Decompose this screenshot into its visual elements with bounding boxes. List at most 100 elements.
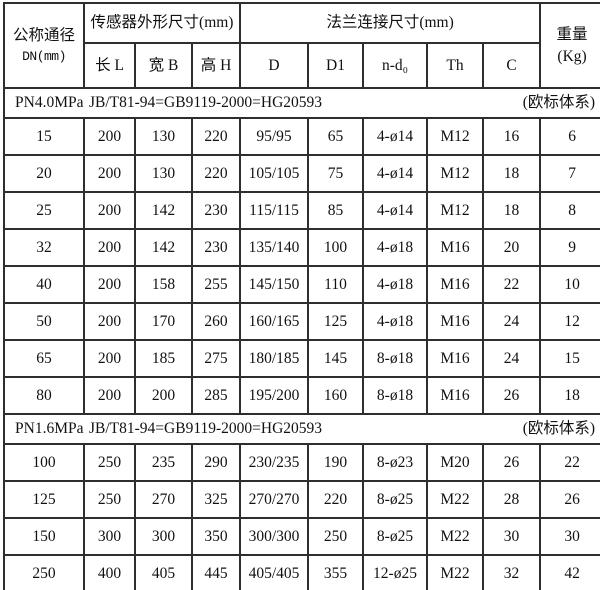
cell: 28 (481, 480, 542, 519)
cell: M20 (426, 443, 484, 482)
cell: 8-ø18 (362, 376, 428, 415)
cell: 260 (191, 302, 241, 341)
cell: 100 (307, 228, 364, 267)
cell: 275 (191, 339, 241, 378)
cell: M12 (426, 154, 484, 193)
section-row: PN4.0MPa JB/T81-94=GB9119-2000=HG20593 (欧标… (2, 87, 600, 119)
cell: 270 (134, 480, 193, 519)
cell: 135/140 (239, 228, 309, 267)
cell: 32 (481, 554, 542, 590)
header-col-width: 宽 B (134, 42, 193, 89)
header-col-d1: D1 (307, 42, 364, 89)
header-col-length: 长 L (83, 42, 136, 89)
cell: 445 (191, 554, 241, 590)
cell: 290 (191, 443, 241, 482)
cell: 30 (539, 517, 600, 556)
cell: 18 (481, 154, 542, 193)
cell: 6 (539, 117, 600, 156)
cell: 20 (3, 154, 85, 193)
cell: 125 (307, 302, 364, 341)
cell: 8-ø23 (362, 443, 428, 482)
cell: M16 (426, 265, 484, 304)
section-note: (欧标体系) (522, 420, 596, 438)
cell: 230/235 (239, 443, 309, 482)
header-dn-cell: 公称通径 DN(mm) (3, 2, 85, 89)
cell: 105/105 (239, 154, 309, 193)
cell: 350 (191, 517, 241, 556)
cell: 270/270 (239, 480, 309, 519)
cell: 95/95 (239, 117, 309, 156)
cell: 8-ø18 (362, 339, 428, 378)
header-col-c: C (481, 42, 542, 89)
cell: 250 (83, 480, 136, 519)
cell: 200 (83, 191, 136, 230)
header-col-nd0: n-d₀ (362, 42, 428, 89)
cell: 145/150 (239, 265, 309, 304)
cell: 145 (307, 339, 364, 378)
header-weight-unit: (Kg) (557, 47, 587, 65)
table-body: PN4.0MPa JB/T81-94=GB9119-2000=HG20593 (欧标… (2, 87, 600, 590)
cell: 405 (134, 554, 193, 590)
cell: 85 (307, 191, 364, 230)
cell: 30 (481, 517, 542, 556)
cell: 142 (134, 191, 193, 230)
header-weight-cell: 重量 (Kg) (539, 2, 600, 89)
cell: 170 (134, 302, 193, 341)
cell: M16 (426, 228, 484, 267)
data-row: 100 250 235 290 230/235 190 8-ø23 M20 26 22 (3, 443, 600, 482)
cell: 80 (3, 376, 85, 415)
cell: 40 (3, 265, 85, 304)
cell: 65 (3, 339, 85, 378)
cell: 75 (307, 154, 364, 193)
cell: M12 (426, 117, 484, 156)
cell: 255 (191, 265, 241, 304)
cell: 8 (539, 191, 600, 230)
cell: 150 (3, 517, 85, 556)
cell: 100 (3, 443, 85, 482)
cell: 160 (307, 376, 364, 415)
cell: 200 (83, 265, 136, 304)
cell: 9 (539, 228, 600, 267)
section-row: PN1.6MPa JB/T81-94=GB9119-2000=HG20593 (欧标… (2, 413, 600, 445)
cell: M16 (426, 376, 484, 415)
data-row: 32 200 142 230 135/140 100 4-ø18 M16 20 9 (3, 228, 600, 267)
data-row: 80 200 200 285 195/200 160 8-ø18 M16 26 18 (3, 376, 600, 415)
cell: 325 (191, 480, 241, 519)
cell: 22 (481, 265, 542, 304)
cell: 190 (307, 443, 364, 482)
section-standard-text: JB/T81-94=GB9119-2000=HG20593 (89, 94, 323, 112)
cell: 4-ø18 (362, 265, 428, 304)
cell: 4-ø14 (362, 117, 428, 156)
header-weight-title: 重量 (556, 26, 588, 44)
data-row: 25 200 142 230 115/115 85 4-ø14 M12 18 8 (3, 191, 600, 230)
cell: 25 (3, 191, 85, 230)
cell: 220 (307, 480, 364, 519)
cell: 65 (307, 117, 364, 156)
cell: M16 (426, 339, 484, 378)
cell: 16 (481, 117, 542, 156)
cell: 200 (83, 339, 136, 378)
cell: 235 (134, 443, 193, 482)
cell: 115/115 (239, 191, 309, 230)
cell: 195/200 (239, 376, 309, 415)
cell: 250 (3, 554, 85, 590)
cell: 142 (134, 228, 193, 267)
cell: 300 (83, 517, 136, 556)
table-head: 公称通径 DN(mm) 传感器外形尺寸(mm) 法兰连接尺寸(mm) 重量 (K… (3, 2, 600, 89)
cell: 125 (3, 480, 85, 519)
cell: 32 (3, 228, 85, 267)
cell: M22 (426, 554, 484, 590)
cell: 200 (83, 302, 136, 341)
cell: 50 (3, 302, 85, 341)
cell: 285 (191, 376, 241, 415)
cell: 22 (539, 443, 600, 482)
cell: 4-ø18 (362, 302, 428, 341)
cell: 400 (83, 554, 136, 590)
cell: 180/185 (239, 339, 309, 378)
cell: 18 (481, 191, 542, 230)
cell: 130 (134, 154, 193, 193)
cell: 300 (134, 517, 193, 556)
cell: 12 (539, 302, 600, 341)
cell: 160/165 (239, 302, 309, 341)
